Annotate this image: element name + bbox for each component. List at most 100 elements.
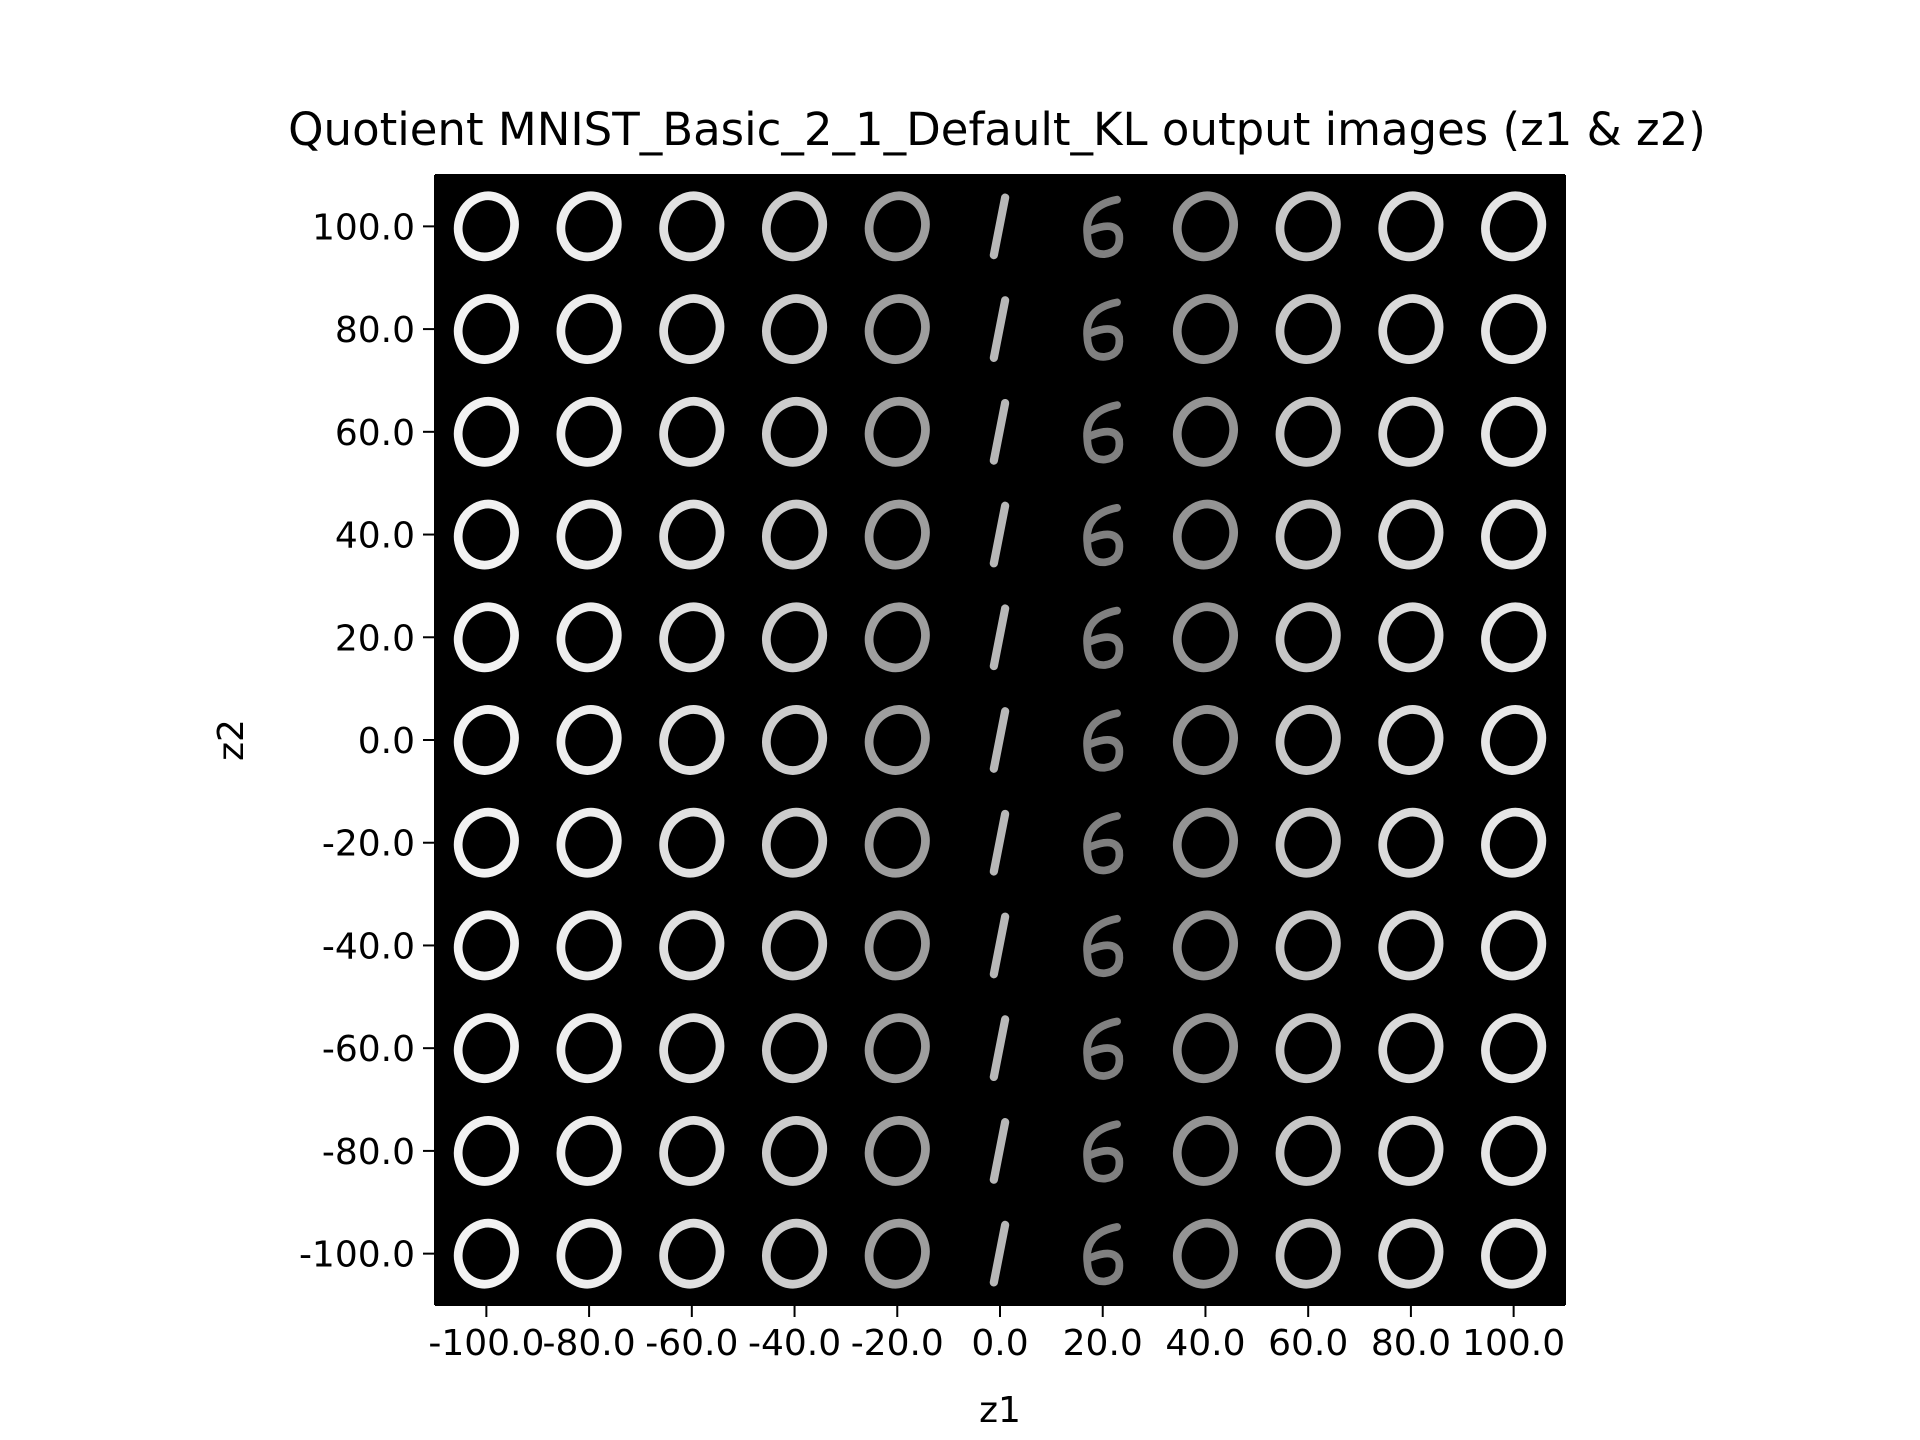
grid-cell: [1275, 1116, 1341, 1186]
digit-zero-glyph: [453, 1218, 519, 1289]
grid-cell: [762, 191, 828, 262]
digit-six-glyph: [1083, 503, 1124, 567]
digit-zero-glyph: [762, 191, 828, 262]
grid-cell: [989, 1015, 1010, 1082]
x-tick-label: -100.0: [428, 1323, 544, 1364]
grid-cell: [1083, 1120, 1124, 1183]
digit-zero-glyph: [864, 499, 930, 570]
digit-zero-glyph: [1481, 1013, 1547, 1084]
grid-cell: [1378, 807, 1444, 878]
y-axis-label: z2: [211, 719, 252, 761]
grid-cell: [1275, 1013, 1341, 1084]
grid-cell: [762, 705, 828, 775]
digit-zero-glyph: [1275, 499, 1341, 570]
grid-cell: [1378, 602, 1444, 673]
grid-cell: [1083, 812, 1124, 875]
digit-zero-glyph: [453, 807, 519, 878]
digit-zero-glyph: [556, 294, 622, 364]
digit-zero-glyph: [1172, 499, 1238, 570]
grid-cell: [1481, 1218, 1547, 1289]
digit-zero-glyph: [453, 191, 519, 262]
digit-zero-glyph: [659, 807, 725, 878]
grid-cell: [1083, 1223, 1124, 1286]
grid-cell: [864, 1116, 930, 1186]
digit-zero-glyph: [1275, 191, 1341, 262]
digit-zero-glyph: [864, 602, 930, 673]
grid-cell: [1172, 1218, 1238, 1289]
digit-zero-glyph: [556, 602, 622, 673]
grid-cell: [659, 1116, 725, 1186]
digit-zero-glyph: [1378, 705, 1444, 775]
digit-zero-glyph: [1481, 807, 1547, 878]
digit-zero-glyph: [659, 910, 725, 981]
grid-cell: [1275, 705, 1341, 775]
y-tick-label: -40.0: [322, 926, 415, 967]
grid-cell: [1275, 499, 1341, 570]
grid-cell: [1172, 191, 1238, 262]
digit-zero-glyph: [556, 499, 622, 570]
digit-one-glyph: [989, 193, 1010, 260]
grid-cell: [1172, 1116, 1238, 1186]
grid-cell: [762, 910, 828, 981]
x-tick-label: -80.0: [543, 1323, 636, 1364]
grid-cell: [989, 912, 1010, 979]
digit-zero-glyph: [659, 602, 725, 673]
digit-zero-glyph: [1172, 191, 1238, 262]
digit-zero-glyph: [762, 396, 828, 467]
digit-zero-glyph: [453, 294, 519, 364]
grid-cell: [864, 294, 930, 364]
y-tick-label: -60.0: [322, 1029, 415, 1070]
digit-zero-glyph: [864, 191, 930, 262]
digit-six-glyph: [1083, 709, 1124, 772]
digit-zero-glyph: [556, 910, 622, 981]
grid-cell: [864, 191, 930, 262]
grid-cell: [864, 705, 930, 775]
grid-cell: [1172, 396, 1238, 467]
grid-cell: [1275, 910, 1341, 981]
grid-cell: [1275, 294, 1341, 364]
digit-six-glyph: [1083, 195, 1124, 258]
digit-zero-glyph: [762, 1218, 828, 1289]
digit-zero-glyph: [556, 1013, 622, 1084]
digit-zero-glyph: [453, 499, 519, 570]
grid-cell: [864, 1218, 930, 1289]
digit-six-glyph: [1083, 401, 1124, 464]
grid-cell: [453, 807, 519, 878]
grid-cell: [1172, 499, 1238, 570]
digit-zero-glyph: [453, 602, 519, 673]
digit-zero-glyph: [1481, 1116, 1547, 1186]
digit-zero-glyph: [762, 910, 828, 981]
grid-cell: [556, 1013, 622, 1084]
digit-one-glyph: [989, 809, 1010, 876]
digit-zero-glyph: [1172, 1013, 1238, 1084]
image-grid: [453, 191, 1547, 1289]
y-tick-label: 60.0: [335, 413, 415, 454]
x-tick-label: 20.0: [1063, 1323, 1143, 1364]
grid-cell: [864, 910, 930, 981]
digit-zero-glyph: [659, 499, 725, 570]
grid-cell: [1275, 191, 1341, 262]
digit-one-glyph: [989, 912, 1010, 979]
digit-zero-glyph: [453, 1013, 519, 1084]
digit-zero-glyph: [556, 1116, 622, 1186]
grid-cell: [453, 294, 519, 364]
digit-one-glyph: [989, 1015, 1010, 1082]
digit-one-glyph: [989, 398, 1010, 465]
digit-zero-glyph: [864, 1116, 930, 1186]
digit-zero-glyph: [864, 705, 930, 775]
grid-cell: [1083, 503, 1124, 567]
grid-cell: [556, 191, 622, 262]
grid-cell: [864, 807, 930, 878]
digit-zero-glyph: [1378, 294, 1444, 364]
digit-one-glyph: [989, 707, 1010, 773]
grid-cell: [1481, 1116, 1547, 1186]
grid-cell: [659, 396, 725, 467]
chart-title: Quotient MNIST_Basic_2_1_Default_KL outp…: [288, 103, 1706, 156]
digit-zero-glyph: [1378, 807, 1444, 878]
grid-cell: [989, 1220, 1010, 1287]
digit-zero-glyph: [1378, 191, 1444, 262]
grid-cell: [1481, 705, 1547, 775]
digit-zero-glyph: [1275, 1116, 1341, 1186]
grid-cell: [1083, 914, 1124, 978]
grid-cell: [453, 499, 519, 570]
